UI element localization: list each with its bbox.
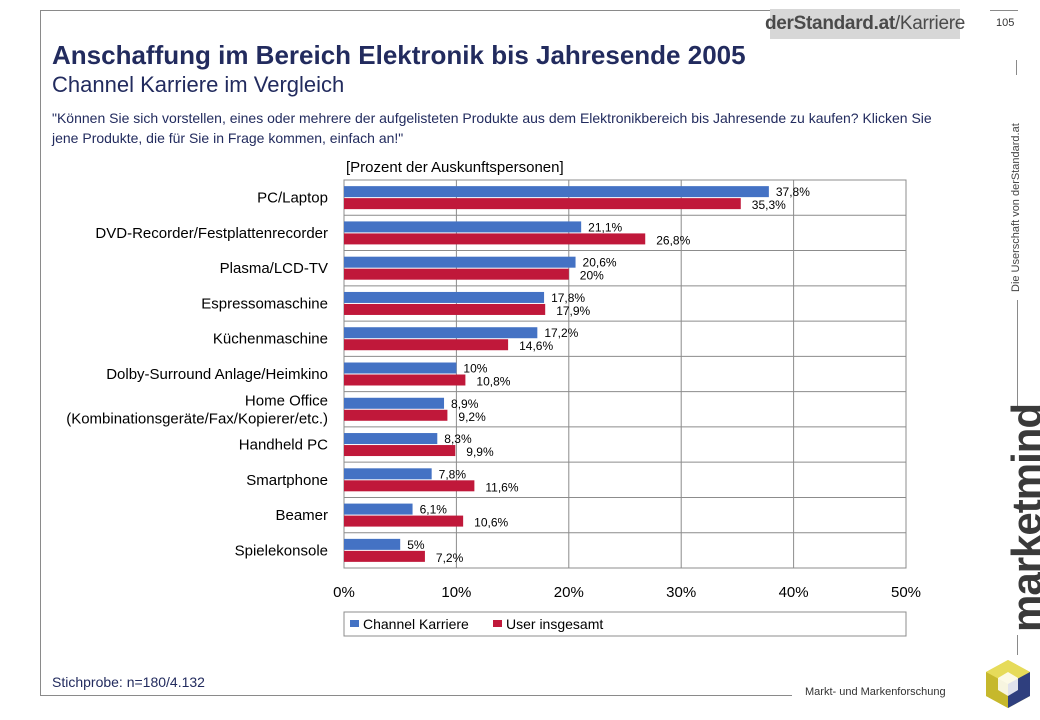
- category-label: Home Office: [245, 392, 328, 409]
- category-label: Plasma/LCD-TV: [220, 260, 328, 277]
- data-label-user-insgesamt: 35,3%: [752, 198, 786, 212]
- data-label-channel-karriere: 21,1%: [588, 220, 622, 234]
- data-label-user-insgesamt: 7,2%: [436, 551, 464, 565]
- survey-question: "Können Sie sich vorstellen, eines oder …: [52, 110, 932, 146]
- category-label: (Kombinationsgeräte/Fax/Kopierer/etc.): [66, 410, 328, 427]
- data-label-user-insgesamt: 10,8%: [476, 375, 510, 389]
- brand-section: /Karriere: [894, 13, 966, 34]
- bar-user-insgesamt: [344, 268, 569, 280]
- marketmind-cube-icon: [986, 660, 1030, 708]
- company-tagline: Markt- und Markenforschung: [805, 686, 946, 698]
- bar-channel-karriere: [344, 397, 445, 409]
- category-label: Handheld PC: [239, 437, 328, 454]
- sample-size-note: Stichprobe: n=180/4.132: [52, 674, 205, 690]
- bar-channel-karriere: [344, 362, 457, 374]
- data-label-channel-karriere: 37,8%: [776, 185, 810, 199]
- data-label-channel-karriere: 7,8%: [439, 467, 467, 481]
- category-label: Smartphone: [246, 472, 328, 489]
- x-tick-label: 50%: [891, 584, 921, 601]
- x-tick-label: 40%: [779, 584, 809, 601]
- frame-top-line: [40, 10, 960, 11]
- bar-user-insgesamt: [344, 409, 448, 421]
- legend-box: [343, 611, 907, 637]
- data-label-channel-karriere: 17,8%: [551, 291, 585, 305]
- category-label: Beamer: [275, 507, 328, 524]
- frame-bottom-line: [40, 695, 792, 696]
- bar-channel-karriere: [344, 503, 413, 515]
- side-divider-lower: [1017, 635, 1018, 655]
- unit-label: [Prozent der Auskunftspersonen]: [346, 159, 564, 176]
- bar-user-insgesamt: [344, 233, 646, 245]
- data-label-user-insgesamt: 20%: [580, 269, 604, 283]
- legend-swatch-channel-karriere: [350, 620, 359, 627]
- bar-channel-karriere: [344, 256, 576, 268]
- x-tick-label: 30%: [666, 584, 696, 601]
- category-label: Küchenmaschine: [213, 331, 328, 348]
- frame-right-line: [1016, 60, 1017, 75]
- bar-user-insgesamt: [344, 374, 466, 386]
- data-label-user-insgesamt: 9,2%: [458, 410, 486, 424]
- data-label-channel-karriere: 17,2%: [544, 326, 578, 340]
- bar-channel-karriere: [344, 538, 401, 550]
- page-subtitle: Channel Karriere im Vergleich: [52, 72, 345, 97]
- page-title: Anschaffung im Bereich Elektronik bis Ja…: [52, 40, 746, 70]
- data-label-user-insgesamt: 9,9%: [466, 445, 494, 459]
- data-label-channel-karriere: 8,9%: [451, 397, 479, 411]
- category-label: DVD-Recorder/Festplattenrecorder: [95, 225, 328, 242]
- bar-channel-karriere: [344, 221, 582, 233]
- bar-channel-karriere: [344, 291, 545, 303]
- bar-channel-karriere: [344, 186, 769, 198]
- bar-user-insgesamt: [344, 303, 546, 315]
- frame-left-line: [40, 10, 41, 696]
- bar-user-insgesamt: [344, 198, 741, 210]
- data-label-user-insgesamt: 17,9%: [556, 304, 590, 318]
- bar-user-insgesamt: [344, 550, 425, 562]
- page-number: 105: [996, 17, 1015, 29]
- category-label: Spielekonsole: [235, 542, 328, 559]
- data-label-channel-karriere: 6,1%: [420, 503, 448, 517]
- bar-user-insgesamt: [344, 339, 509, 351]
- brand-logo: derStandard.at/Karriere: [765, 9, 965, 39]
- bar-user-insgesamt: [344, 445, 456, 457]
- category-label: Espressomaschine: [201, 295, 328, 312]
- frame-top-right-line: [990, 10, 1018, 11]
- bar-user-insgesamt: [344, 515, 464, 527]
- legend-label-user-insgesamt: User insgesamt: [506, 616, 603, 632]
- bar-channel-karriere: [344, 468, 432, 480]
- data-label-user-insgesamt: 10,6%: [474, 516, 508, 530]
- data-label-channel-karriere: 10%: [463, 362, 487, 376]
- data-label-channel-karriere: 20,6%: [583, 256, 617, 270]
- brand-name: derStandard.at: [764, 13, 895, 34]
- data-label-user-insgesamt: 26,8%: [656, 233, 690, 247]
- side-divider: [1017, 300, 1018, 410]
- bar-user-insgesamt: [344, 480, 475, 492]
- x-tick-label: 0%: [333, 584, 355, 601]
- bar-channel-karriere: [344, 327, 538, 339]
- data-label-channel-karriere: 5%: [407, 538, 425, 552]
- x-tick-label: 20%: [554, 584, 584, 601]
- category-label: PC/Laptop: [257, 190, 328, 207]
- category-label: Dolby-Surround Anlage/Heimkino: [106, 366, 328, 383]
- data-label-user-insgesamt: 11,6%: [485, 480, 518, 494]
- x-tick-label: 10%: [441, 584, 471, 601]
- data-label-channel-karriere: 8,3%: [444, 432, 472, 446]
- data-label-user-insgesamt: 14,6%: [519, 339, 553, 353]
- legend-swatch-user-insgesamt: [493, 620, 502, 627]
- legend-label-channel-karriere: Channel Karriere: [363, 616, 469, 632]
- bar-channel-karriere: [344, 433, 438, 445]
